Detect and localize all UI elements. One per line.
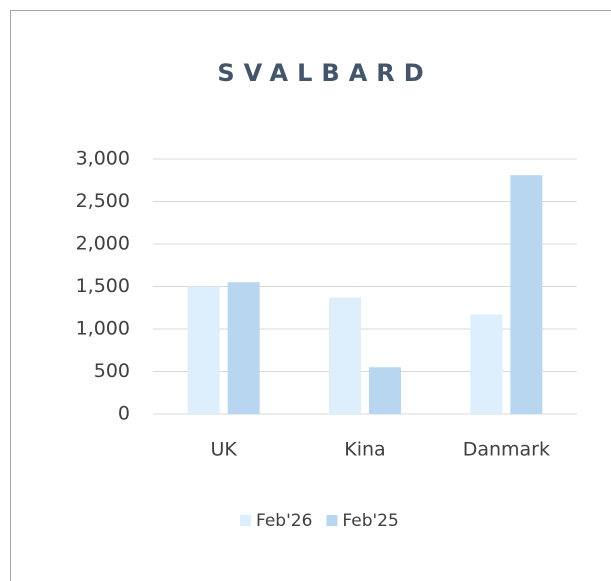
- y-tick-label: 1,500: [76, 275, 130, 297]
- y-tick-label: 0: [118, 403, 130, 425]
- x-tick-label: Danmark: [463, 439, 550, 461]
- legend-swatch: [240, 515, 251, 526]
- bar: [369, 367, 401, 414]
- x-tick-label: UK: [210, 439, 237, 461]
- bar: [187, 286, 220, 414]
- y-tick-label: 2,000: [76, 233, 130, 255]
- bar: [470, 314, 503, 414]
- legend-label: Feb'25: [342, 511, 398, 531]
- y-tick-label: 500: [94, 360, 130, 382]
- bar: [227, 282, 260, 414]
- bar: [510, 175, 543, 414]
- y-tick-label: 1,000: [76, 318, 130, 340]
- chart-title: SVALBARD: [217, 59, 432, 87]
- legend-label: Feb'26: [256, 511, 312, 531]
- y-tick-label: 2,500: [76, 190, 130, 212]
- y-tick-label: 3,000: [76, 148, 130, 170]
- legend-swatch: [326, 515, 338, 526]
- x-tick-label: Kina: [344, 439, 385, 461]
- bar: [329, 297, 361, 414]
